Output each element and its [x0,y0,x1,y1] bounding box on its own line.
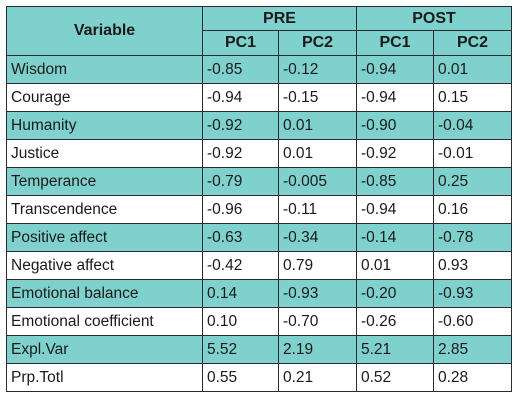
row-pre-pc2-cell: -0.70 [278,307,357,336]
table-row: Expl.Var 5.52 2.19 5.21 2.85 [6,335,512,364]
row-variable-cell: Emotional balance [6,279,203,308]
row-pre-pc1-cell: 5.52 [202,335,279,364]
header-post: POST [356,6,512,31]
table-row: Prp.Totl 0.55 0.21 0.52 0.28 [6,363,512,392]
header-pre: PRE [202,6,357,31]
row-variable-cell: Transcendence [6,195,203,224]
row-variable-cell: Positive affect [6,223,203,252]
row-pre-pc1-cell: 0.14 [202,279,279,308]
row-post-pc1-cell: -0.94 [356,83,434,112]
row-pre-pc2-cell: 0.21 [278,363,357,392]
row-variable-cell: Expl.Var [6,335,203,364]
header-pre-pc1: PC1 [202,30,279,56]
row-pre-pc1-cell: -0.96 [202,195,279,224]
row-post-pc2-cell: -0.01 [433,139,512,168]
table-row: Transcendence -0.96 -0.11 -0.94 0.16 [6,195,512,224]
row-variable-cell: Negative affect [6,251,203,280]
row-variable-cell: Emotional coefficient [6,307,203,336]
row-post-pc1-cell: -0.14 [356,223,434,252]
row-pre-pc1-cell: 0.10 [202,307,279,336]
row-post-pc2-cell: 0.28 [433,363,512,392]
row-pre-pc2-cell: 0.79 [278,251,357,280]
header-post-pc2: PC2 [433,30,512,56]
row-post-pc1-cell: -0.26 [356,307,434,336]
row-post-pc1-cell: 0.01 [356,251,434,280]
table-row: Wisdom -0.85 -0.12 -0.94 0.01 [6,55,512,84]
table-row: Emotional coefficient 0.10 -0.70 -0.26 -0.60 [6,307,512,336]
table-row: Humanity -0.92 0.01 -0.90 -0.04 [6,111,512,140]
row-pre-pc1-cell: -0.92 [202,111,279,140]
row-pre-pc1-cell: -0.92 [202,139,279,168]
row-pre-pc2-cell: -0.12 [278,55,357,84]
row-post-pc1-cell: -0.20 [356,279,434,308]
row-post-pc2-cell: 0.93 [433,251,512,280]
row-variable-cell: Justice [6,139,203,168]
row-post-pc1-cell: 0.52 [356,363,434,392]
row-variable-cell: Prp.Totl [6,363,203,392]
table-row: Justice -0.92 0.01 -0.92 -0.01 [6,139,512,168]
table-header: Variable PRE POST PC1 PC2 PC1 PC2 [6,6,512,56]
row-pre-pc2-cell: -0.93 [278,279,357,308]
row-variable-cell: Temperance [6,167,203,196]
table-row: Temperance -0.79 -0.005 -0.85 0.25 [6,167,512,196]
row-variable-cell: Wisdom [6,55,203,84]
row-pre-pc1-cell: -0.63 [202,223,279,252]
row-post-pc1-cell: -0.85 [356,167,434,196]
header-sub-row: PC1 PC2 PC1 PC2 [7,30,512,56]
table-row: Negative affect -0.42 0.79 0.01 0.93 [6,251,512,280]
header-post-pc1: PC1 [356,30,434,56]
pca-loadings-table: Variable PRE POST PC1 PC2 PC1 PC2 Wisdom… [6,6,512,392]
row-pre-pc2-cell: 0.01 [278,111,357,140]
row-pre-pc1-cell: -0.85 [202,55,279,84]
header-group-row: Variable PRE POST [6,6,512,56]
row-variable-cell: Courage [6,83,203,112]
table-container: Variable PRE POST PC1 PC2 PC1 PC2 Wisdom… [6,6,512,392]
row-post-pc2-cell: 0.16 [433,195,512,224]
row-pre-pc1-cell: 0.55 [202,363,279,392]
header-variable: Variable [6,6,203,56]
row-pre-pc2-cell: 0.01 [278,139,357,168]
header-pre-pc2: PC2 [278,30,357,56]
row-pre-pc1-cell: -0.42 [202,251,279,280]
row-post-pc2-cell: 0.01 [433,55,512,84]
row-post-pc1-cell: -0.94 [356,55,434,84]
table-body: Wisdom -0.85 -0.12 -0.94 0.01 Courage -0.94 -0.… [6,55,512,392]
row-pre-pc2-cell: -0.34 [278,223,357,252]
row-pre-pc1-cell: -0.94 [202,83,279,112]
row-variable-cell: Humanity [6,111,203,140]
table-row: Positive affect -0.63 -0.34 -0.14 -0.78 [6,223,512,252]
row-pre-pc1-cell: -0.79 [202,167,279,196]
row-post-pc1-cell: -0.94 [356,195,434,224]
table-row: Courage -0.94 -0.15 -0.94 0.15 [6,83,512,112]
row-post-pc2-cell: -0.93 [433,279,512,308]
row-post-pc2-cell: 0.25 [433,167,512,196]
row-post-pc2-cell: 2.85 [433,335,512,364]
row-pre-pc2-cell: -0.15 [278,83,357,112]
row-post-pc2-cell: 0.15 [433,83,512,112]
row-post-pc2-cell: -0.60 [433,307,512,336]
row-pre-pc2-cell: -0.005 [278,167,357,196]
row-pre-pc2-cell: 2.19 [278,335,357,364]
row-post-pc2-cell: -0.04 [433,111,512,140]
row-post-pc1-cell: -0.92 [356,139,434,168]
row-post-pc1-cell: 5.21 [356,335,434,364]
row-pre-pc2-cell: -0.11 [278,195,357,224]
row-post-pc2-cell: -0.78 [433,223,512,252]
table-row: Emotional balance 0.14 -0.93 -0.20 -0.93 [6,279,512,308]
row-post-pc1-cell: -0.90 [356,111,434,140]
